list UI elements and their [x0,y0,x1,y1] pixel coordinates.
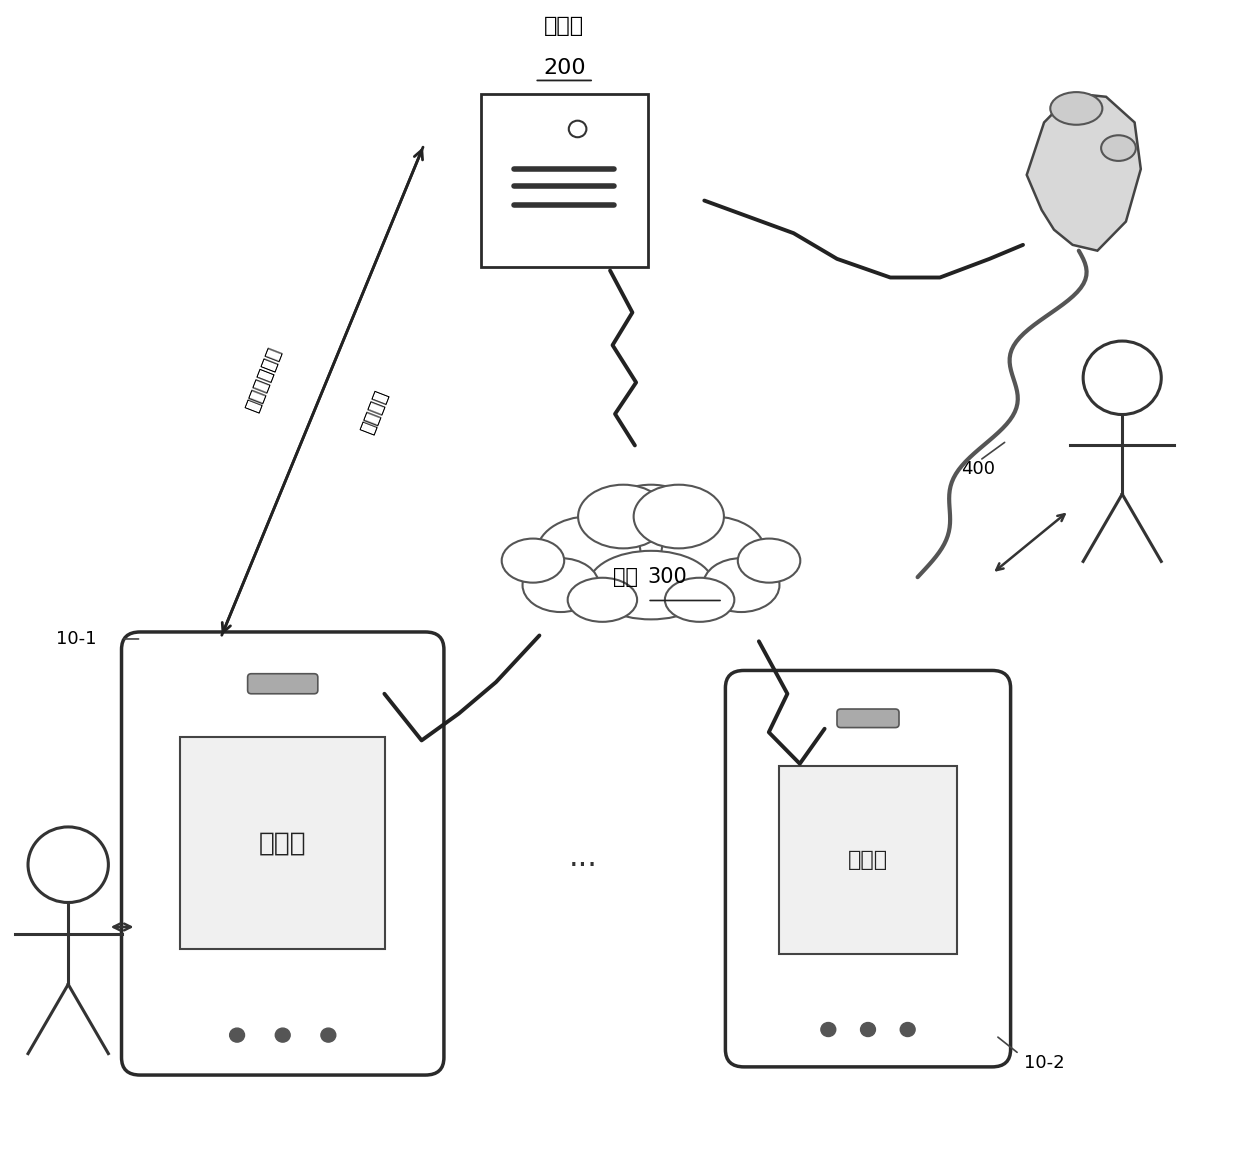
Ellipse shape [665,577,734,621]
Ellipse shape [634,485,724,548]
FancyBboxPatch shape [122,632,444,1075]
Circle shape [861,1023,875,1037]
Text: 客户端: 客户端 [259,830,306,856]
Ellipse shape [578,485,668,548]
Text: 服务器: 服务器 [544,16,584,36]
Circle shape [229,1028,244,1042]
Ellipse shape [738,539,800,583]
Text: 客户端: 客户端 [848,850,888,870]
Bar [180,737,386,949]
Ellipse shape [522,559,599,612]
FancyBboxPatch shape [725,670,1011,1067]
Circle shape [900,1023,915,1037]
Circle shape [321,1028,336,1042]
Polygon shape [1027,93,1141,251]
Text: 10-1: 10-1 [56,630,97,648]
Circle shape [1084,342,1161,415]
Ellipse shape [502,539,564,583]
Text: 200: 200 [543,58,585,78]
Circle shape [275,1028,290,1042]
Text: 300: 300 [647,567,687,588]
Ellipse shape [595,485,707,573]
Ellipse shape [1101,135,1136,161]
Text: 10-2: 10-2 [1024,1054,1065,1073]
Ellipse shape [661,517,765,590]
Text: 展示内镜图像: 展示内镜图像 [242,345,284,414]
Text: 网络: 网络 [613,567,645,588]
Text: 诊断结果: 诊断结果 [357,388,392,436]
FancyBboxPatch shape [248,674,317,694]
Bar [779,766,957,954]
Ellipse shape [568,577,637,621]
Ellipse shape [589,550,713,619]
Ellipse shape [1050,92,1102,125]
Ellipse shape [537,517,641,590]
Ellipse shape [703,559,780,612]
Circle shape [569,120,587,138]
Text: ...: ... [568,843,598,871]
Circle shape [821,1023,836,1037]
Text: 400: 400 [961,459,994,478]
Bar [481,94,647,267]
FancyBboxPatch shape [837,709,899,728]
Circle shape [29,827,108,902]
